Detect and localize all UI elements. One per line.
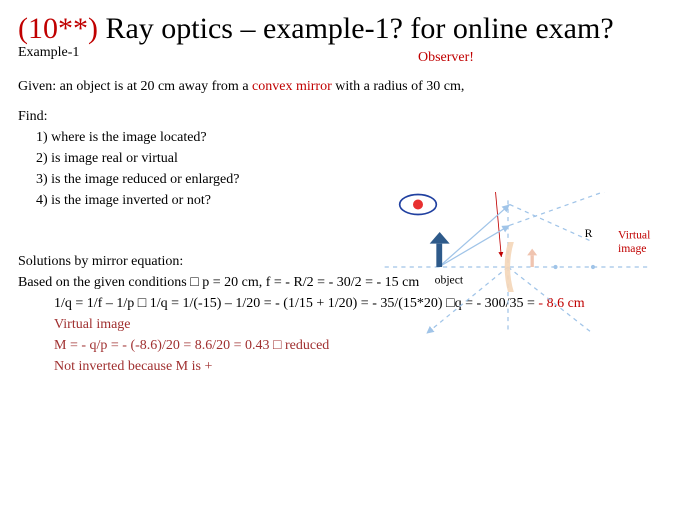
sol4-post: reduced bbox=[281, 338, 329, 353]
observer-eye-icon bbox=[400, 195, 437, 215]
question-1: 1) where is the image located? bbox=[36, 127, 682, 148]
title-prefix: (10**) bbox=[18, 12, 98, 45]
r-label: R bbox=[585, 227, 593, 240]
virtual-label-1: Virtual bbox=[618, 229, 650, 242]
page-title: (10**) Ray optics – example-1? for onlin… bbox=[18, 12, 682, 47]
given-text: Given: an object is at 20 cm away from a… bbox=[18, 79, 682, 95]
given-pre: Given: an object is at 20 cm away from a bbox=[18, 79, 252, 94]
sol1-pre: Based on the given conditions bbox=[18, 275, 190, 290]
sol-line-5: Not inverted because M is + bbox=[54, 356, 682, 377]
example-subheading: Example-1 bbox=[18, 45, 682, 61]
given-post: with a radius of 30 cm, bbox=[332, 79, 465, 94]
virtual-image-icon bbox=[527, 249, 537, 267]
sol4-pre: M = - q/p = - (-8.6)/20 = 8.6/20 = 0.43 bbox=[54, 338, 273, 353]
ray-diagram: object R Virtual image bbox=[348, 192, 688, 342]
object-label: object bbox=[435, 274, 464, 287]
virtual-label-2: image bbox=[618, 242, 646, 255]
sol2-pre: 1/q = 1/f – 1/p bbox=[54, 296, 138, 311]
title-rest: Ray optics – example-1? for online exam? bbox=[98, 12, 614, 45]
question-2: 2) is image real or virtual bbox=[36, 148, 682, 169]
find-label: Find: bbox=[18, 109, 682, 125]
observer-label: Observer! bbox=[418, 50, 474, 66]
question-3: 3) is the image reduced or enlarged? bbox=[36, 169, 682, 190]
box-glyph: □ bbox=[190, 275, 198, 290]
given-mirror: convex mirror bbox=[252, 79, 332, 94]
box-glyph-2: □ bbox=[138, 296, 146, 311]
